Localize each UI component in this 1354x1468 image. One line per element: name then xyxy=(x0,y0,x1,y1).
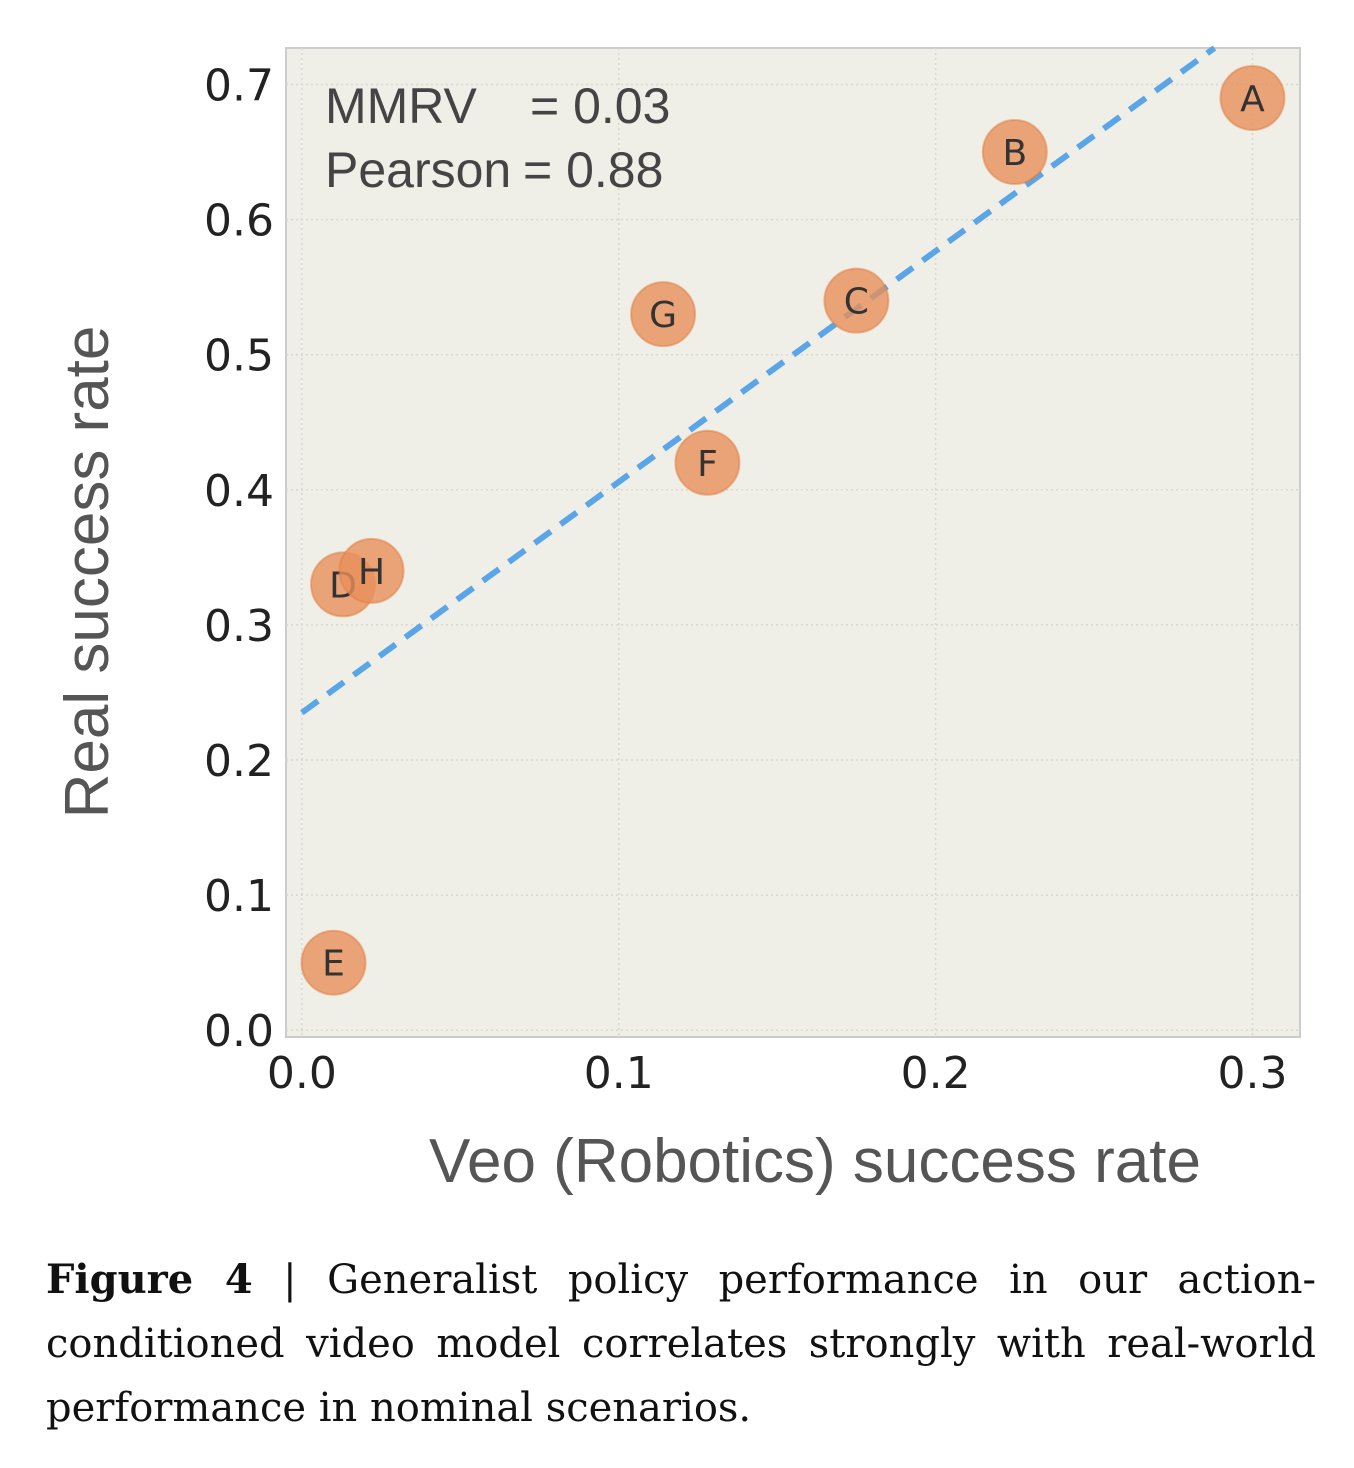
y-tick-label: 0.7 xyxy=(204,60,274,111)
fit-line xyxy=(300,45,1217,716)
y-tick-label: 0.2 xyxy=(204,736,274,787)
tick-labels: 0.0 0.1 0.2 0.3 0.0 0.1 0.2 0.3 0.4 0.5 0.6 0.7 xyxy=(204,60,1287,1099)
data-point-G xyxy=(630,281,697,348)
grid xyxy=(286,48,1300,1037)
y-tick-label: 0.3 xyxy=(204,601,274,652)
point-label-H: H xyxy=(358,552,385,593)
y-tick-label: 0.1 xyxy=(204,871,274,922)
annotation-mmrv-name: MMRV xyxy=(325,78,478,134)
annotation-pearson-name: Pearson xyxy=(325,142,511,198)
data-point-E xyxy=(300,929,367,996)
annotation-pearson-value: = 0.88 xyxy=(523,142,663,198)
point-label-G: G xyxy=(649,295,677,336)
point-label-F: F xyxy=(697,444,718,485)
y-tick-label: 0.6 xyxy=(204,196,274,247)
data-point-A xyxy=(1219,64,1286,131)
point-label-E: E xyxy=(322,944,345,985)
caption-text: Generalist policy performance in our act… xyxy=(46,1257,1317,1431)
x-tick-label: 0.2 xyxy=(901,1048,971,1099)
plot-area xyxy=(285,47,1301,1038)
caption-label: Figure 4 xyxy=(46,1256,253,1303)
data-point-C xyxy=(823,267,890,334)
x-axis-label: Veo (Robotics) success rate xyxy=(429,1127,1201,1196)
point-label-C: C xyxy=(844,282,869,323)
point-label-B: B xyxy=(1002,133,1027,174)
data-point-B xyxy=(981,119,1048,186)
annotation-mmrv-value: = 0.03 xyxy=(530,78,670,134)
scatter-chart: 0.0 0.1 0.2 0.3 0.0 0.1 0.2 0.3 0.4 0.5 0.6 0.7 A B C… xyxy=(53,45,1301,1196)
caption-separator: | xyxy=(283,1257,297,1303)
figure-caption: Figure 4 | Generalist policy performance… xyxy=(46,1248,1316,1440)
x-tick-label: 0.3 xyxy=(1217,1048,1287,1099)
y-tick-label: 0.5 xyxy=(204,331,274,382)
point-label-A: A xyxy=(1240,79,1265,120)
y-axis-label: Real success rate xyxy=(53,326,122,819)
data-point-F xyxy=(674,429,741,496)
x-tick-label: 0.0 xyxy=(267,1048,337,1099)
x-tick-label: 0.1 xyxy=(584,1048,654,1099)
data-point-H xyxy=(338,537,405,604)
points: ABCGFDHE xyxy=(300,64,1286,996)
y-tick-label: 0.0 xyxy=(204,1006,274,1057)
y-tick-label: 0.4 xyxy=(204,466,274,517)
